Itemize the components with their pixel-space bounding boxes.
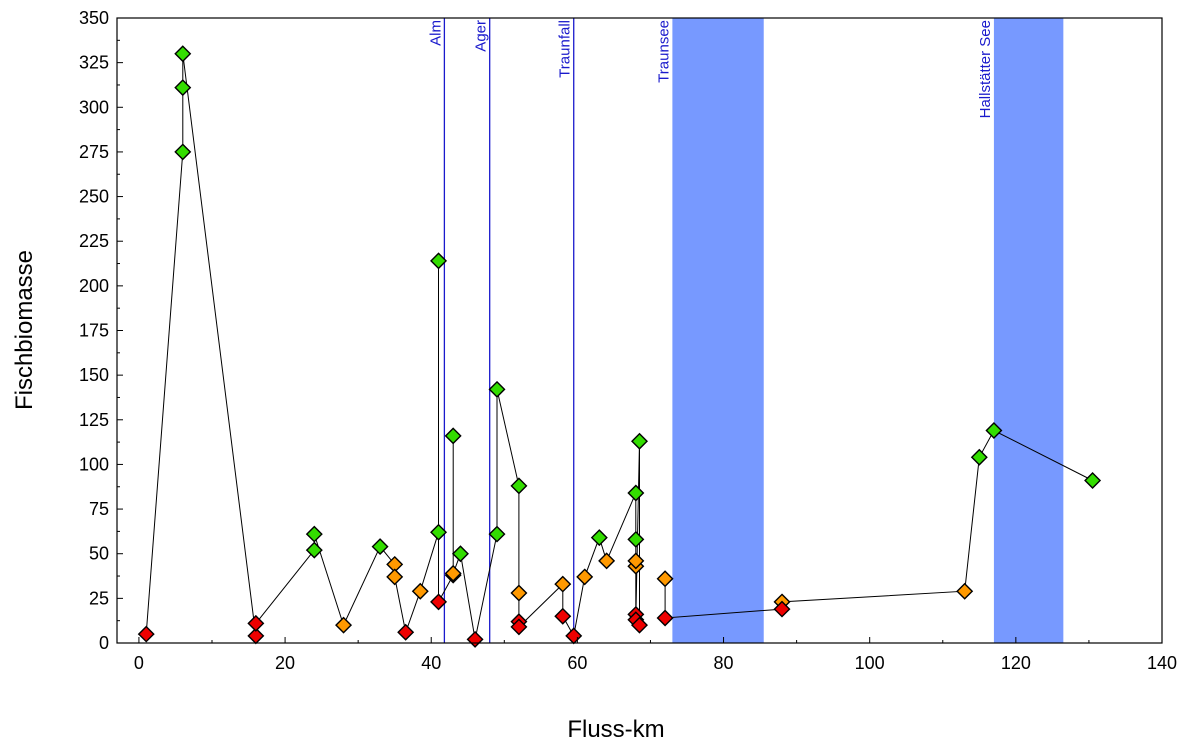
data-point-orange-12 <box>656 570 674 588</box>
data-point-orange-9 <box>598 552 616 570</box>
data-point-green-6 <box>430 252 448 270</box>
data-point-green-2 <box>174 143 192 161</box>
data-point-orange-3 <box>411 582 429 600</box>
annotation-label-0: Alm <box>427 20 444 46</box>
x-tick-label-6: 120 <box>1001 653 1031 673</box>
data-point-orange-14 <box>956 582 974 600</box>
data-point-orange-2 <box>386 568 404 586</box>
y-tick-label-4: 100 <box>79 454 109 474</box>
reference-lines <box>443 18 575 643</box>
connection-line-0 <box>145 53 640 640</box>
x-axis-title: Fluss-km <box>567 716 664 742</box>
data-point-green-10 <box>488 380 506 398</box>
data-point-green-11 <box>488 525 506 543</box>
data-point-orange-6 <box>510 584 528 602</box>
data-point-red-2 <box>247 614 265 632</box>
y-tick-label-0: 0 <box>99 633 109 653</box>
data-point-green-18 <box>985 422 1003 439</box>
data-point-red-13 <box>656 609 674 627</box>
annotations: Alm Ager Traunfall Traunsee Hallstätter See <box>427 20 994 118</box>
data-point-red-8 <box>554 607 572 625</box>
y-tick-label-3: 75 <box>89 499 109 519</box>
data-point-red-12 <box>631 616 648 634</box>
data-point-red-14 <box>773 600 791 618</box>
data-point-red-7 <box>510 618 528 636</box>
data-point-green-16 <box>631 432 648 450</box>
y-tick-label-7: 175 <box>79 321 109 341</box>
y-tick-label-13: 325 <box>79 53 109 73</box>
data-point-green-3 <box>305 525 323 543</box>
data-point-red-0 <box>137 625 155 643</box>
y-tick-label-8: 200 <box>79 276 109 296</box>
axes: 0255075100125150175200225250275300325350… <box>79 8 1177 673</box>
data-point-green-14 <box>627 484 645 502</box>
data-point-green-5 <box>371 538 389 556</box>
data-point-green-17 <box>970 448 988 466</box>
lake-bands <box>672 18 1064 643</box>
lake-band-0 <box>672 18 764 643</box>
y-tick-label-12: 300 <box>79 97 109 117</box>
annotation-label-2: Traunfall <box>557 20 574 78</box>
y-tick-label-5: 125 <box>79 410 109 430</box>
data-point-green-9 <box>451 545 469 563</box>
data-point-red-3 <box>397 623 415 641</box>
data-point-orange-8 <box>576 568 594 586</box>
lake-band-1 <box>993 18 1064 643</box>
data-point-green-13 <box>590 529 608 547</box>
y-tick-label-14: 350 <box>79 8 109 28</box>
x-tick-label-3: 60 <box>567 653 587 673</box>
data-markers <box>137 45 1102 648</box>
y-tick-label-1: 25 <box>89 588 109 608</box>
data-point-orange-11 <box>627 552 645 570</box>
x-tick-label-2: 40 <box>421 653 441 673</box>
x-tick-label-0: 0 <box>134 653 144 673</box>
data-point-orange-7 <box>554 575 572 593</box>
annotation-label-1: Ager <box>473 20 490 52</box>
data-point-green-19 <box>1084 472 1102 489</box>
y-tick-label-2: 50 <box>89 544 109 564</box>
data-point-red-5 <box>466 630 484 648</box>
data-point-red-9 <box>565 627 583 645</box>
data-point-green-4 <box>305 541 323 559</box>
y-tick-label-6: 150 <box>79 365 109 385</box>
connection-lines <box>145 53 1093 640</box>
data-point-orange-5 <box>444 564 462 582</box>
y-axis-title: Fischbiomasse <box>11 250 38 410</box>
y-tick-label-11: 275 <box>79 142 109 162</box>
data-point-green-12 <box>510 477 528 495</box>
data-point-green-1 <box>174 79 192 97</box>
x-tick-label-1: 20 <box>275 653 295 673</box>
data-point-orange-0 <box>335 616 353 634</box>
annotation-label-3: Traunsee <box>655 20 672 83</box>
y-tick-label-9: 225 <box>79 231 109 251</box>
x-tick-label-5: 100 <box>855 653 885 673</box>
y-tick-label-10: 250 <box>79 187 109 207</box>
data-point-red-4 <box>430 593 448 611</box>
data-point-green-7 <box>430 523 448 541</box>
data-point-green-0 <box>174 45 192 63</box>
data-point-green-8 <box>444 427 462 445</box>
x-tick-label-7: 140 <box>1147 653 1177 673</box>
annotation-label-4: Hallstätter See <box>977 20 994 118</box>
x-tick-label-4: 80 <box>714 653 734 673</box>
data-point-green-15 <box>627 530 645 548</box>
